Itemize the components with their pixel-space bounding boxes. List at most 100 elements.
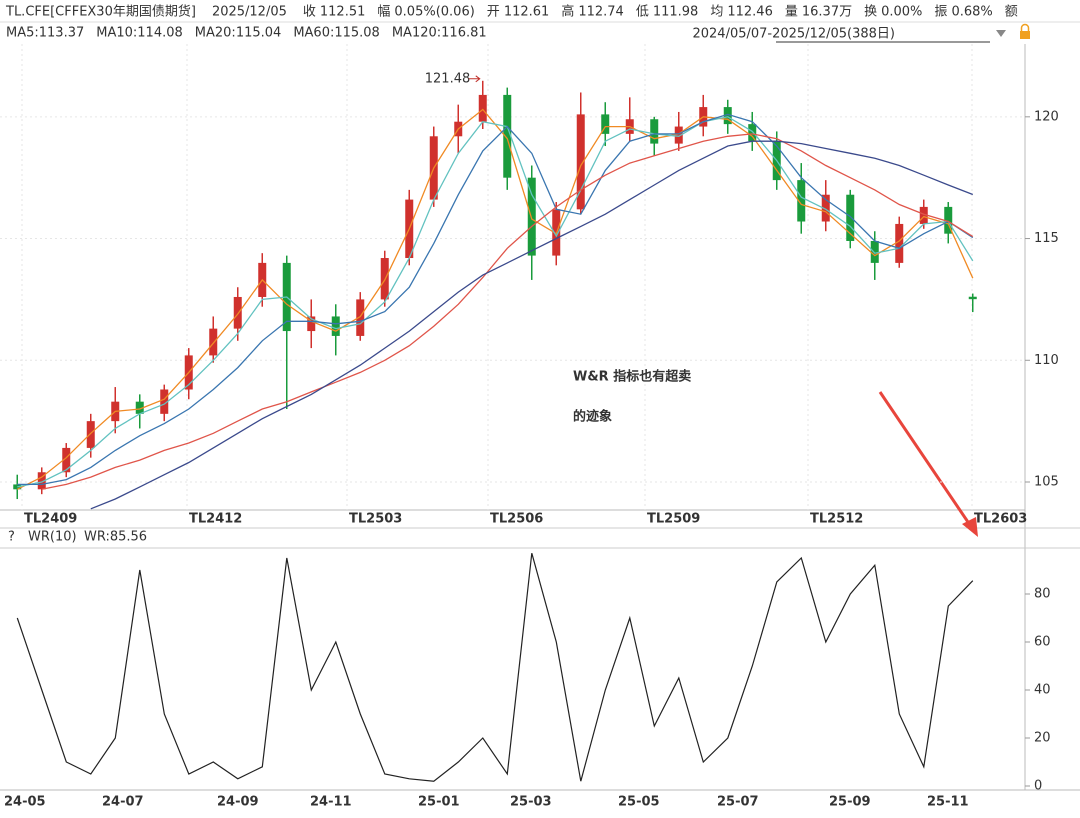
x-tick-label: 25-05 <box>618 795 660 810</box>
candle-body <box>160 389 169 414</box>
candle-body <box>135 401 144 414</box>
annotation-arrow <box>468 75 481 83</box>
indicator-name: WR(10) <box>28 530 77 545</box>
field-label: 开 <box>487 5 500 20</box>
legend-entry: MA60:115.08 <box>293 26 380 41</box>
x-tick-label: TL2409 <box>24 512 77 527</box>
x-tick-label: 24-11 <box>310 795 352 810</box>
date: 2025/12/05 <box>212 5 287 20</box>
candle-body <box>527 177 536 256</box>
candle-body <box>870 240 879 263</box>
field-label: 振 <box>934 5 947 20</box>
y-tick-label: 115 <box>1034 231 1059 246</box>
x-tick-label: TL2509 <box>647 512 700 527</box>
field-value: 112.61 <box>504 5 550 20</box>
candle-body <box>748 124 757 142</box>
y-tick-label: 105 <box>1034 475 1059 490</box>
help-icon[interactable]: ? <box>8 530 15 545</box>
x-tick-label: 25-03 <box>510 795 552 810</box>
legend-entry: MA20:115.04 <box>195 26 282 41</box>
field-value: 112.74 <box>578 5 624 20</box>
x-tick-label: TL2512 <box>810 512 863 527</box>
candle-body <box>968 296 977 300</box>
field-value: 111.98 <box>653 5 699 20</box>
candle-body <box>601 114 610 134</box>
field-value: 0.68% <box>951 5 992 20</box>
candle-body <box>944 206 953 234</box>
x-tick-label: TL2503 <box>349 512 402 527</box>
candle-body <box>919 206 928 224</box>
callout-text: 的迹象 <box>573 409 612 425</box>
candle-body <box>86 421 95 448</box>
dropdown-icon[interactable] <box>996 30 1006 37</box>
candle-body <box>37 472 46 490</box>
candle-body <box>233 296 242 329</box>
symbol: TL.CFE[CFFEX30年期国债期货] <box>5 4 196 20</box>
indicator-value: WR:85.56 <box>84 530 147 545</box>
candle-body <box>797 180 806 222</box>
x-tick-label: 25-07 <box>717 795 759 810</box>
candle-body <box>503 94 512 178</box>
field-label: 量 <box>785 5 798 20</box>
field-label: 高 <box>561 4 574 20</box>
y-tick-label: 80 <box>1034 587 1051 602</box>
candle-body <box>723 107 732 125</box>
candle-body <box>576 114 585 210</box>
candle-body <box>895 223 904 263</box>
ma-line <box>41 133 974 490</box>
candle-body <box>674 126 683 144</box>
y-tick-label: 40 <box>1034 683 1051 698</box>
field-value: 112.46 <box>727 5 773 20</box>
legend-entry: MA5:113.37 <box>6 26 84 41</box>
candle-body <box>307 316 316 332</box>
candle-body <box>356 299 365 336</box>
x-tick-label: 25-01 <box>418 795 460 810</box>
field-label: 低 <box>636 5 649 20</box>
lock-icon[interactable] <box>1020 31 1030 39</box>
field-label: 均 <box>710 5 723 20</box>
candle-body <box>209 328 218 356</box>
field-value: 16.37万 <box>802 5 852 20</box>
candle-body <box>650 119 659 144</box>
x-tick-label: 24-09 <box>217 795 259 810</box>
lock-icon <box>1020 23 1030 31</box>
callout-arrowhead <box>962 517 978 537</box>
ma-line <box>17 116 974 488</box>
y-tick-label: 0 <box>1034 779 1042 794</box>
x-tick-label: TL2412 <box>189 512 242 527</box>
field-value: 0.05%(0.06) <box>394 5 474 20</box>
x-tick-label: TL2603 <box>974 512 1027 527</box>
ma-line <box>17 113 974 486</box>
field-label: 收 <box>303 5 316 20</box>
ma-line <box>90 140 974 510</box>
x-tick-label: 25-09 <box>829 795 871 810</box>
candle-body <box>846 194 855 241</box>
annotation: 121.48 <box>425 71 471 86</box>
candle-body <box>13 484 22 490</box>
field-label: 额 <box>1005 5 1018 20</box>
y-tick-label: 20 <box>1034 731 1051 746</box>
candle-body <box>62 447 71 473</box>
legend-entry: MA10:114.08 <box>96 26 183 41</box>
field-value: 0.00% <box>881 5 922 20</box>
y-tick-label: 110 <box>1034 353 1059 368</box>
candle-body <box>331 316 340 336</box>
candle-body <box>478 94 487 122</box>
field-label: 幅 <box>377 5 390 20</box>
x-tick-label: 25-11 <box>927 795 969 810</box>
field-value: 112.51 <box>320 5 366 20</box>
date-range[interactable]: 2024/05/07-2025/12/05(388日) <box>692 27 895 42</box>
legend-entry: MA120:116.81 <box>392 26 487 41</box>
y-tick-label: 120 <box>1034 109 1059 124</box>
callout-text: W&R 指标也有超卖 <box>573 369 691 385</box>
x-tick-label: TL2506 <box>490 512 543 527</box>
x-tick-label: 24-05 <box>4 795 46 810</box>
callout-arrow <box>878 391 974 529</box>
candle-body <box>821 194 830 222</box>
y-tick-label: 60 <box>1034 635 1051 650</box>
x-tick-label: 24-07 <box>102 795 144 810</box>
field-label: 换 <box>864 5 877 20</box>
